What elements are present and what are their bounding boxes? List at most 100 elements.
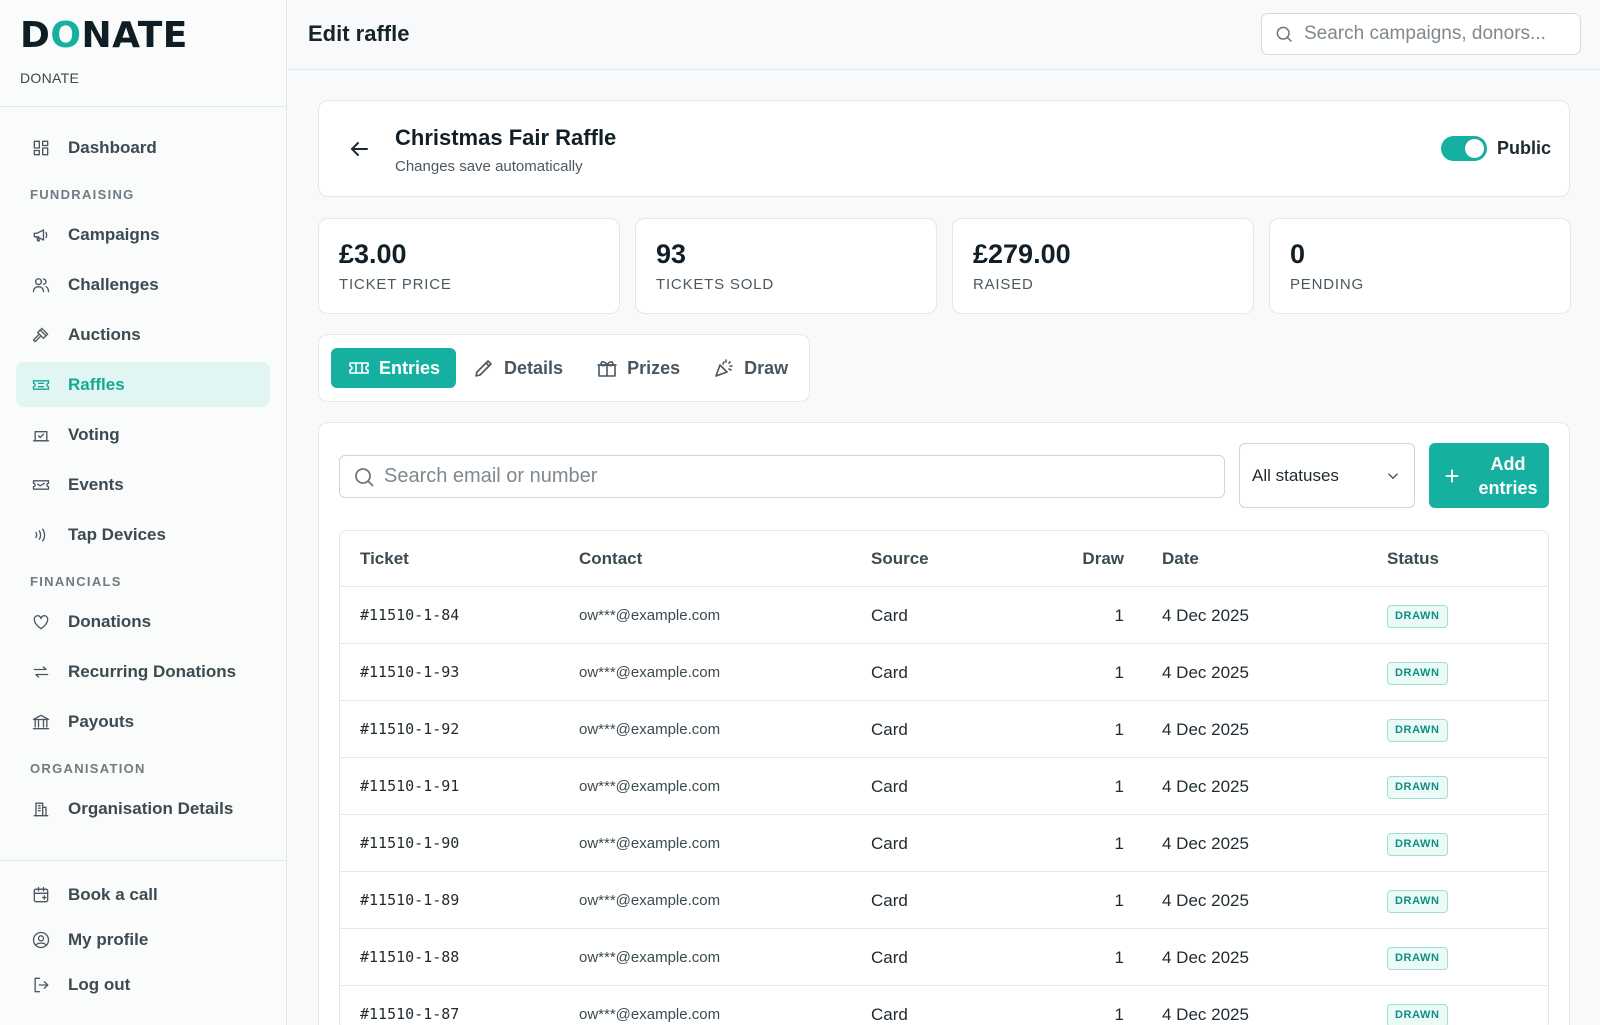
status-cell: DRAWN <box>1387 644 1448 701</box>
sidebar-item-label: Dashboard <box>68 137 157 157</box>
status-badge: DRAWN <box>1387 1004 1448 1025</box>
tab-entries[interactable]: Entries <box>331 348 457 388</box>
contact-email: ow***@example.com <box>579 721 721 738</box>
back-button[interactable] <box>347 137 371 161</box>
sidebar-item-label: Voting <box>68 424 120 444</box>
sidebar-item-voting[interactable]: Voting <box>16 412 270 457</box>
column-header-contact[interactable]: Contact <box>579 549 643 568</box>
entry-source: Card <box>871 606 908 625</box>
entry-date: 4 Dec 2025 <box>1162 720 1249 739</box>
sidebar-item-auctions[interactable]: Auctions <box>16 312 270 357</box>
sidebar-item-label: Campaigns <box>68 224 160 244</box>
entry-date: 4 Dec 2025 <box>1162 1005 1249 1024</box>
global-search-input[interactable]: Search campaigns, donors... <box>1261 13 1581 55</box>
sidebar-item-tap-devices[interactable]: Tap Devices <box>16 512 270 557</box>
contact-email: ow***@example.com <box>579 778 721 795</box>
sidebar-item-my-profile[interactable]: My profile <box>16 920 270 960</box>
entry-date: 4 Dec 2025 <box>1162 891 1249 910</box>
stat-value: 0 <box>1290 239 1306 269</box>
entry-draw: 1 <box>1114 777 1124 796</box>
entry-date: 4 Dec 2025 <box>1162 948 1249 967</box>
sidebar-nav: Dashboard FUNDRAISING Campaigns Challeng… <box>0 107 286 831</box>
status-badge: DRAWN <box>1387 605 1448 629</box>
sidebar-item-challenges[interactable]: Challenges <box>16 262 270 307</box>
entries-search-input[interactable]: Search email or number <box>339 455 1225 498</box>
table-row[interactable]: #11510-1-91 ow***@example.com Card 1 4 D… <box>340 758 1548 815</box>
column-header-draw[interactable]: Draw <box>1082 549 1124 568</box>
entry-date: 4 Dec 2025 <box>1162 606 1249 625</box>
tab-draw[interactable]: Draw <box>696 348 804 388</box>
sidebar-item-label: Payouts <box>68 711 135 731</box>
sidebar-footer: Book a call My profile Log out <box>0 860 286 1010</box>
stat-raised: £279.00 RAISED <box>952 218 1254 314</box>
sidebar-item-label: Auctions <box>68 324 141 344</box>
ticket-number: #11510-1-92 <box>360 720 460 738</box>
sidebar-item-raffles[interactable]: Raffles <box>16 362 270 407</box>
sidebar-item-label: Raffles <box>68 374 125 394</box>
raffle-tabs: Entries Details Prizes Draw <box>318 334 810 402</box>
table-row[interactable]: #11510-1-88 ow***@example.com Card 1 4 D… <box>340 929 1548 986</box>
status-filter-select[interactable]: All statuses <box>1239 443 1415 508</box>
add-entries-button[interactable]: Add entries <box>1429 443 1549 508</box>
column-header-date[interactable]: Date <box>1162 549 1199 568</box>
search-icon <box>355 467 374 487</box>
entry-source: Card <box>871 891 908 910</box>
status-badge: DRAWN <box>1387 833 1448 857</box>
logo-text-o: O <box>50 15 82 56</box>
column-header-ticket[interactable]: Ticket <box>360 549 409 568</box>
entry-draw: 1 <box>1114 834 1124 853</box>
building-icon <box>30 798 52 820</box>
stat-pending: 0 PENDING <box>1269 218 1571 314</box>
tab-prizes[interactable]: Prizes <box>579 348 696 388</box>
sidebar-item-campaigns[interactable]: Campaigns <box>16 212 270 257</box>
stat-caption: TICKET PRICE <box>339 276 452 293</box>
sidebar-item-donations[interactable]: Donations <box>16 599 270 644</box>
table-row[interactable]: #11510-1-84 ow***@example.com Card 1 4 D… <box>340 587 1548 644</box>
column-header-source[interactable]: Source <box>871 549 929 568</box>
column-header-status[interactable]: Status <box>1387 549 1439 568</box>
logo[interactable]: DONATE <box>20 16 266 56</box>
ticket-number: #11510-1-88 <box>360 948 460 966</box>
public-toggle-label: Public <box>1497 138 1552 158</box>
contact-email: ow***@example.com <box>579 835 721 852</box>
status-badge: DRAWN <box>1387 719 1448 743</box>
table-row[interactable]: #11510-1-92 ow***@example.com Card 1 4 D… <box>340 701 1548 758</box>
toggle-knob <box>1465 139 1484 158</box>
status-cell: DRAWN <box>1387 758 1448 815</box>
sidebar-item-label: Events <box>68 474 124 494</box>
ticket-number: #11510-1-90 <box>360 834 460 852</box>
entry-draw: 1 <box>1114 606 1124 625</box>
sidebar-item-recurring-donations[interactable]: Recurring Donations <box>16 649 270 694</box>
repeat-icon <box>30 661 52 683</box>
gavel-icon <box>30 324 52 346</box>
dashboard-icon <box>30 137 52 159</box>
ticket-number: #11510-1-87 <box>360 1005 460 1023</box>
stat-ticket-price: £3.00 TICKET PRICE <box>318 218 620 314</box>
table-row[interactable]: #11510-1-89 ow***@example.com Card 1 4 D… <box>340 872 1548 929</box>
entry-draw: 1 <box>1114 663 1124 682</box>
sidebar-item-book-call[interactable]: Book a call <box>16 875 270 915</box>
sidebar-item-payouts[interactable]: Payouts <box>16 699 270 744</box>
public-toggle[interactable] <box>1441 136 1487 161</box>
table-row[interactable]: #11510-1-93 ow***@example.com Card 1 4 D… <box>340 644 1548 701</box>
nav-section-fundraising: FUNDRAISING <box>30 187 135 202</box>
nav-section-financials: FINANCIALS <box>30 574 122 589</box>
entry-source: Card <box>871 834 908 853</box>
raffle-header-card: Christmas Fair Raffle Changes save autom… <box>318 100 1570 197</box>
gift-icon <box>597 361 617 377</box>
contact-email: ow***@example.com <box>579 607 721 624</box>
sidebar-item-dashboard[interactable]: Dashboard <box>16 125 270 170</box>
table-row[interactable]: #11510-1-87 ow***@example.com Card 1 4 D… <box>340 986 1548 1025</box>
sidebar-item-log-out[interactable]: Log out <box>16 965 270 1005</box>
stat-value: £3.00 <box>339 239 407 269</box>
pencil-icon <box>475 360 492 377</box>
logout-icon <box>30 974 52 996</box>
bank-icon <box>30 711 52 733</box>
sidebar-item-label: Tap Devices <box>68 524 166 544</box>
table-row[interactable]: #11510-1-90 ow***@example.com Card 1 4 D… <box>340 815 1548 872</box>
sidebar-item-organisation-details[interactable]: Organisation Details <box>16 786 270 831</box>
sidebar-item-events[interactable]: Events <box>16 462 270 507</box>
event-ticket-icon <box>30 474 52 496</box>
status-cell: DRAWN <box>1387 701 1448 758</box>
tab-details[interactable]: Details <box>456 348 579 388</box>
